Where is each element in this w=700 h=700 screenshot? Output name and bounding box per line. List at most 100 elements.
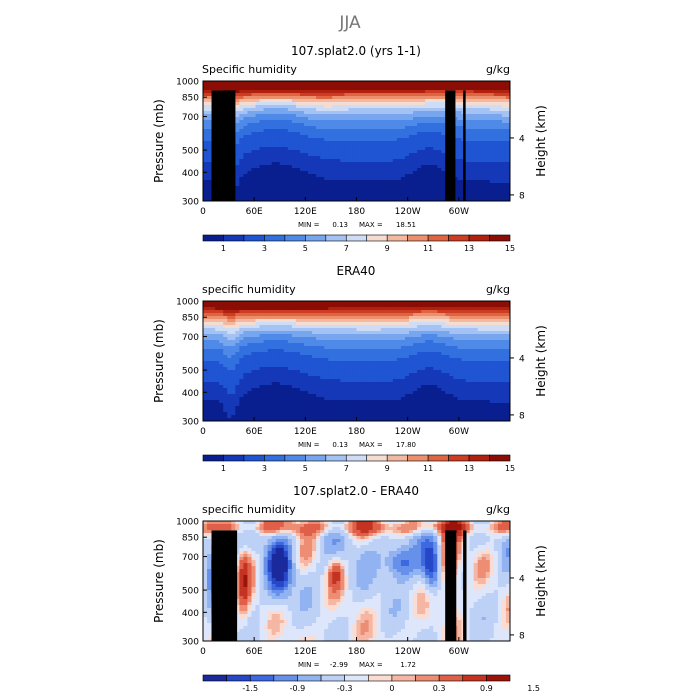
colorbar-swatch xyxy=(284,234,306,242)
min-label: MIN = xyxy=(298,221,320,229)
colorbar-swatch xyxy=(243,454,265,462)
x-tick-label: 60E xyxy=(246,647,263,657)
colorbar-swatch xyxy=(366,454,388,462)
min-max-readout: MIN = 0.13 MAX = 17.80 xyxy=(298,441,416,449)
colorbar-swatch xyxy=(368,674,393,682)
y-tick-label: 850 xyxy=(182,94,199,104)
y-tick-label: 300 xyxy=(182,418,199,428)
y-axis-title: Pressure (mb) xyxy=(152,319,166,403)
colorbar-swatch xyxy=(305,234,327,242)
colorbar-label: 15 xyxy=(505,244,515,253)
colorbar-swatch xyxy=(226,674,251,682)
colorbar-label: -0.9 xyxy=(290,684,306,693)
colorbar-label: 1 xyxy=(221,244,226,253)
y-tick-label: 1000 xyxy=(176,78,199,88)
colorbar-label: 0 xyxy=(389,684,394,693)
colorbar-swatch xyxy=(202,674,227,682)
colorbar-swatch xyxy=(391,674,416,682)
panel-units-label: g/kg xyxy=(486,283,510,296)
y2-axis-title: Height (km) xyxy=(534,105,548,176)
colorbar-swatch xyxy=(305,454,327,462)
colorbar-label: 13 xyxy=(464,244,474,253)
y2-tick-label: 4 xyxy=(519,134,525,144)
colorbar-swatch xyxy=(366,234,388,242)
colorbar-swatch xyxy=(489,234,511,242)
max-label: MAX = xyxy=(359,441,383,449)
y2-axis-title: Height (km) xyxy=(534,325,548,396)
colorbar-swatch xyxy=(325,234,347,242)
max-value: 17.80 xyxy=(396,441,416,449)
x-tick-label: 120W xyxy=(395,647,421,657)
min-value: -2.99 xyxy=(330,661,348,669)
colorbar-swatch xyxy=(284,454,306,462)
colorbar-label: 7 xyxy=(344,244,349,253)
y-tick-label: 700 xyxy=(182,553,199,563)
colorbar-label: 7 xyxy=(344,464,349,473)
min-max-readout: MIN = -2.99 MAX = 1.72 xyxy=(298,661,416,669)
y-tick-label: 400 xyxy=(182,389,199,399)
panel-left-label: specific humidity xyxy=(202,503,296,516)
colorbar-label: 11 xyxy=(423,464,433,473)
min-max-readout: MIN = 0.13 MAX = 18.51 xyxy=(298,221,416,229)
axes: 0 60E 120E 180 120W 60W 300 400 500 700 850 1000 8 4 xyxy=(176,298,525,438)
colorbar-label: 13 xyxy=(464,464,474,473)
colorbar-swatch xyxy=(427,454,449,462)
colorbar-swatch xyxy=(320,674,345,682)
colorbar-label: -1.5 xyxy=(242,684,258,693)
y-tick-label: 1000 xyxy=(176,298,199,308)
colorbar-swatch xyxy=(468,234,490,242)
colorbar-swatch xyxy=(345,454,368,462)
x-tick-label: 60W xyxy=(449,647,469,657)
colorbar-label: 0.3 xyxy=(433,684,446,693)
y-tick-label: 400 xyxy=(182,169,199,179)
axes: 0 60E 120E 180 120W 60W 300 400 500 700 850 1000 8 4 xyxy=(176,78,525,218)
x-tick-label: 120E xyxy=(294,647,317,657)
x-tick-label: 120W xyxy=(395,207,421,217)
colorbar-label: 11 xyxy=(423,244,433,253)
x-tick-label: 60E xyxy=(246,207,263,217)
panel-difference: 107.splat2.0 - ERA40 specific humidity g… xyxy=(152,484,548,693)
colorbar-swatch xyxy=(223,454,245,462)
y-tick-label: 1000 xyxy=(176,518,199,528)
colorbar-label: -0.3 xyxy=(337,684,353,693)
contour-field xyxy=(203,301,510,421)
colorbar-label: 3 xyxy=(262,464,267,473)
figure-title: JJA xyxy=(338,13,361,33)
min-value: 0.13 xyxy=(332,221,348,229)
colorbar-swatch xyxy=(407,234,429,242)
axes: 0 60E 120E 180 120W 60W 300 400 500 700 850 1000 8 4 xyxy=(176,518,525,658)
min-label: MIN = xyxy=(298,661,320,669)
colorbar-label: 1 xyxy=(221,464,226,473)
colorbar-swatch xyxy=(386,454,408,462)
x-tick-label: 60E xyxy=(246,427,263,437)
panel-units-label: g/kg xyxy=(486,503,510,516)
x-tick-label: 120W xyxy=(395,427,421,437)
x-tick-label: 120E xyxy=(294,427,317,437)
y2-tick-label: 8 xyxy=(519,411,525,421)
panel-model: 107.splat2.0 (yrs 1-1) Specific humidity… xyxy=(152,44,548,253)
colorbar-swatch xyxy=(243,234,265,242)
colorbar-swatch xyxy=(386,234,408,242)
colorbar: -1.5 -0.9 -0.3 0 0.3 0.9 1.5 xyxy=(202,674,540,693)
colorbar-swatch xyxy=(489,454,511,462)
colorbar-swatch xyxy=(344,674,369,682)
y-tick-label: 700 xyxy=(182,113,199,123)
colorbar: 1 3 5 7 9 11 13 15 xyxy=(202,454,515,473)
max-value: 1.72 xyxy=(400,661,416,669)
x-tick-label: 0 xyxy=(200,427,206,437)
y2-tick-label: 4 xyxy=(519,574,525,584)
x-tick-label: 120E xyxy=(294,207,317,217)
y-tick-label: 400 xyxy=(182,609,199,619)
panel-left-label: specific humidity xyxy=(202,283,296,296)
min-value: 0.13 xyxy=(332,441,348,449)
max-value: 18.51 xyxy=(396,221,416,229)
colorbar-swatch xyxy=(468,454,490,462)
panel-title: 107.splat2.0 (yrs 1-1) xyxy=(291,44,421,58)
panel-units-label: g/kg xyxy=(486,63,510,76)
colorbar-label: 5 xyxy=(303,464,308,473)
colorbar-swatch xyxy=(202,234,224,242)
y-tick-label: 500 xyxy=(182,587,199,597)
y-tick-label: 500 xyxy=(182,147,199,157)
x-tick-label: 0 xyxy=(200,647,206,657)
